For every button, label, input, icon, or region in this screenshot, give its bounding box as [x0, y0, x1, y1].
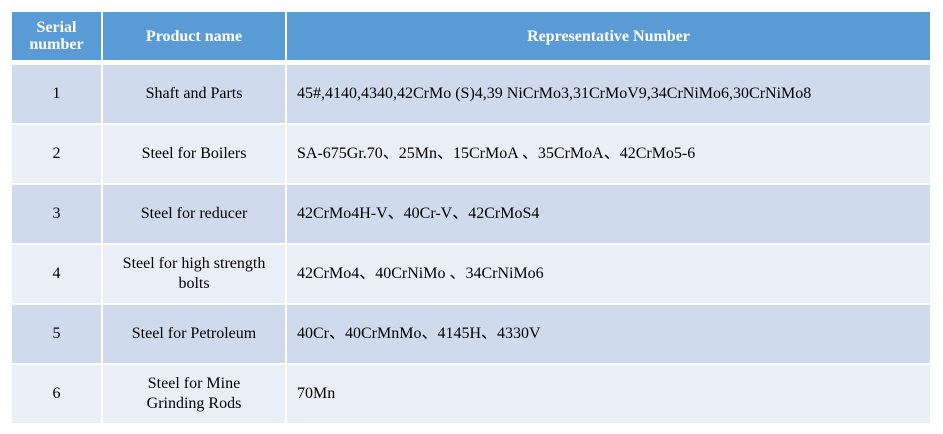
- product-cell: Steel for Mine Grinding Rods: [103, 365, 285, 425]
- product-cell: Steel for high strength bolts: [103, 245, 285, 305]
- serial-cell: 6: [12, 365, 101, 425]
- header-serial-number: Serial number: [12, 12, 101, 60]
- numbers-cell: 40Cr、40CrMnMo、4145H、4330V: [287, 305, 930, 365]
- numbers-cell: 42CrMo4H-V、40Cr-V、42CrMoS4: [287, 185, 930, 245]
- product-cell: Steel for reducer: [103, 185, 285, 245]
- product-cell: Steel for Boilers: [103, 125, 285, 185]
- numbers-cell: 70Mn: [287, 365, 930, 425]
- numbers-cell: 42CrMo4、40CrNiMo 、34CrNiMo6: [287, 245, 930, 305]
- serial-cell: 5: [12, 305, 101, 365]
- numbers-cell: SA-675Gr.70、25Mn、15CrMoA 、35CrMoA、42CrMo…: [287, 125, 930, 185]
- header-representative-number: Representative Number: [287, 12, 930, 60]
- table-row: 5 Steel for Petroleum 40Cr、40CrMnMo、4145…: [12, 305, 930, 365]
- serial-cell: 4: [12, 245, 101, 305]
- serial-cell: 2: [12, 125, 101, 185]
- table-row: 2 Steel for Boilers SA-675Gr.70、25Mn、15C…: [12, 125, 930, 185]
- header-product-name: Product name: [103, 12, 285, 60]
- serial-cell: 3: [12, 185, 101, 245]
- product-cell: Shaft and Parts: [103, 65, 285, 125]
- serial-cell: 1: [12, 65, 101, 125]
- product-cell: Steel for Petroleum: [103, 305, 285, 365]
- table-row: 3 Steel for reducer 42CrMo4H-V、40Cr-V、42…: [12, 185, 930, 245]
- table-row: 1 Shaft and Parts 45#,4140,4340,42CrMo (…: [12, 65, 930, 125]
- table-row: 6 Steel for Mine Grinding Rods 70Mn: [12, 365, 930, 425]
- numbers-cell: 45#,4140,4340,42CrMo (S)4,39 NiCrMo3,31C…: [287, 65, 930, 125]
- header-row: Serial number Product name Representativ…: [12, 12, 930, 60]
- table-row: 4 Steel for high strength bolts 42CrMo4、…: [12, 245, 930, 305]
- steel-products-table: Serial number Product name Representativ…: [10, 12, 932, 425]
